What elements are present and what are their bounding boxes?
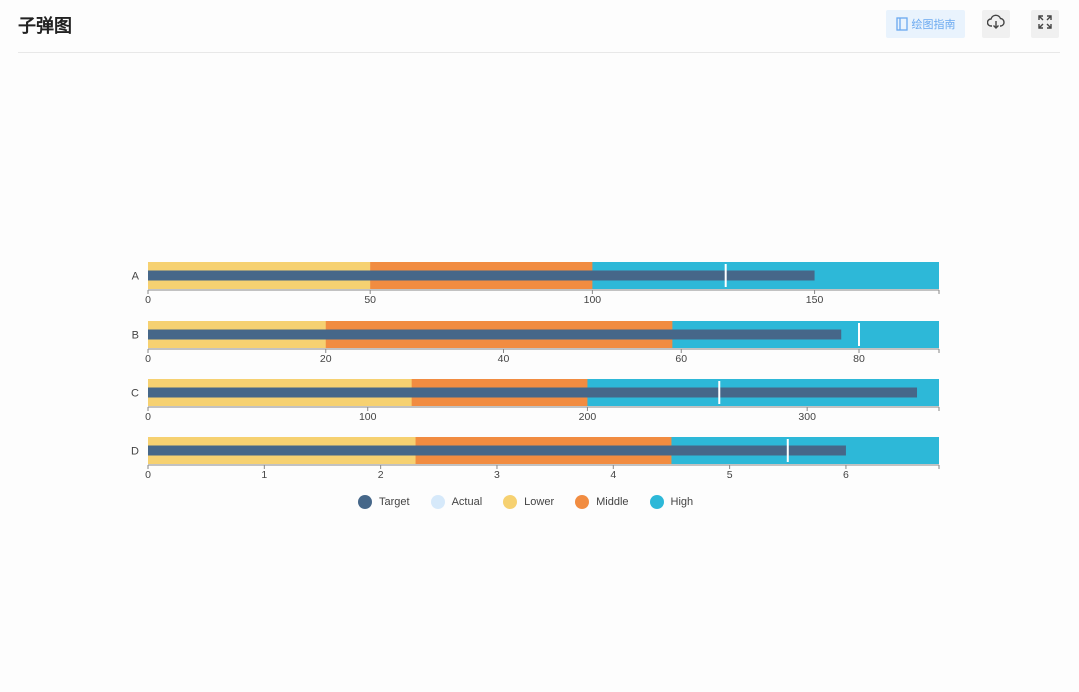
cloud-download-icon xyxy=(986,14,1005,35)
legend-label-lower: Lower xyxy=(524,496,555,508)
legend-swatch-lower xyxy=(503,495,518,509)
legend-item-target[interactable]: Target xyxy=(358,495,410,509)
legend-label-high: High xyxy=(670,496,694,508)
tick-label-c: 300 xyxy=(798,411,816,423)
tick-label-a: 0 xyxy=(145,294,151,306)
legend-label-middle: Middle xyxy=(596,496,629,508)
tick-label-c: 0 xyxy=(145,411,151,423)
target-bar-c xyxy=(148,387,918,398)
legend-swatch-target xyxy=(358,495,372,509)
chart-header: 子弹图 绘图指南 xyxy=(18,0,1060,53)
tick-label-d: 0 xyxy=(145,469,151,481)
legend-label-actual: Actual xyxy=(451,496,483,508)
target-bar-b xyxy=(148,329,842,340)
tick-label-b: 60 xyxy=(675,353,687,365)
target-bar-a xyxy=(148,270,815,281)
legend-item-actual[interactable]: Actual xyxy=(430,495,483,509)
legend-item-middle[interactable]: Middle xyxy=(575,495,629,509)
row-label-b: B xyxy=(132,330,139,342)
page-title: 子弹图 xyxy=(18,16,72,37)
expand-icon xyxy=(1037,14,1053,35)
tick-label-c: 100 xyxy=(359,411,377,423)
drawing-guide-button[interactable]: 绘图指南 xyxy=(886,10,965,38)
tick-label-d: 2 xyxy=(378,469,384,481)
tick-label-b: 80 xyxy=(853,353,865,365)
chart-legend: Target Actual Lower Middle High xyxy=(358,493,714,511)
legend-label-target: Target xyxy=(379,496,410,508)
row-label-d: D xyxy=(131,446,139,458)
tick-label-a: 150 xyxy=(806,294,824,306)
tick-label-d: 5 xyxy=(727,469,733,481)
tick-label-d: 4 xyxy=(610,469,616,481)
legend-swatch-high xyxy=(649,495,664,509)
tick-label-d: 1 xyxy=(261,469,267,481)
legend-item-high[interactable]: High xyxy=(649,495,694,509)
download-button[interactable] xyxy=(982,10,1010,38)
row-label-a: A xyxy=(132,271,140,283)
fullscreen-button[interactable] xyxy=(1031,10,1059,38)
tick-label-b: 0 xyxy=(145,353,151,365)
legend-swatch-actual xyxy=(430,495,445,509)
legend-item-lower[interactable]: Lower xyxy=(503,495,554,509)
legend-swatch-middle xyxy=(575,495,590,509)
tick-label-c: 200 xyxy=(579,411,597,423)
book-icon xyxy=(895,17,908,31)
row-label-c: C xyxy=(131,388,139,400)
target-bar-d xyxy=(148,445,846,456)
tick-label-b: 40 xyxy=(498,353,510,365)
tick-label-d: 6 xyxy=(843,469,849,481)
tick-label-a: 50 xyxy=(364,294,376,306)
tick-label-b: 20 xyxy=(320,353,332,365)
tick-label-a: 100 xyxy=(584,294,602,306)
drawing-guide-label: 绘图指南 xyxy=(911,18,956,31)
tick-label-d: 3 xyxy=(494,469,500,481)
